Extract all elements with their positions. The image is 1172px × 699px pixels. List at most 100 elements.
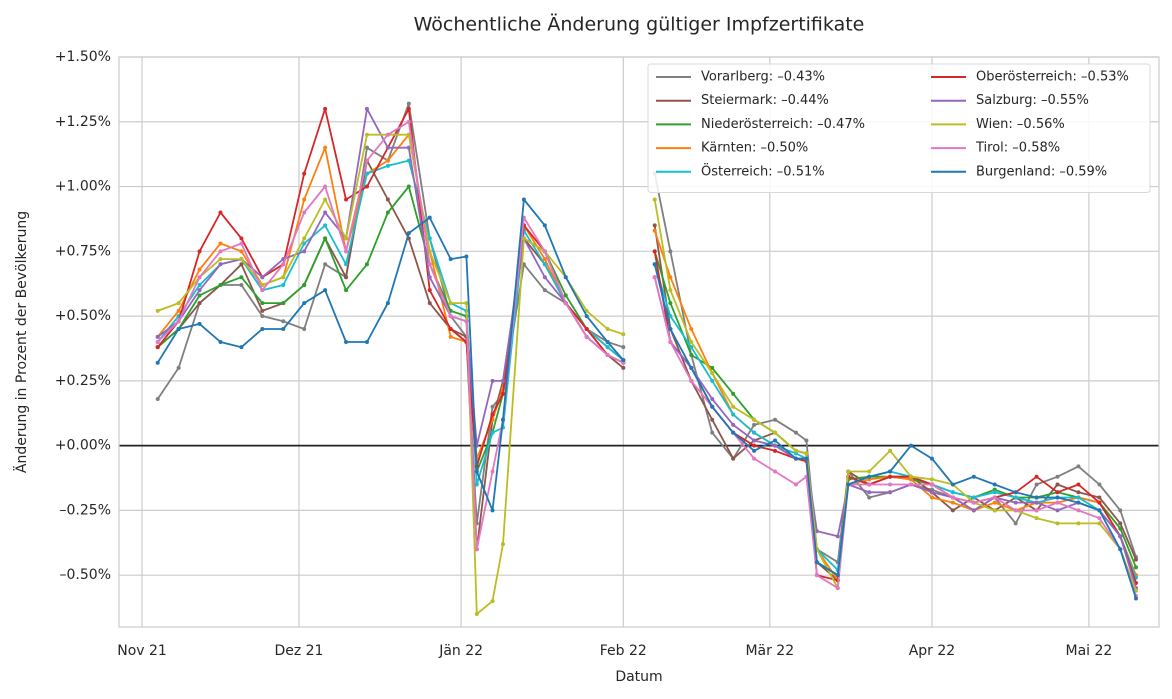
point <box>1076 464 1081 469</box>
point <box>731 456 736 461</box>
point <box>1118 521 1123 526</box>
point <box>689 340 694 344</box>
point <box>344 262 349 267</box>
point <box>281 319 286 324</box>
y-tick-label: +0.25% <box>55 373 111 389</box>
point <box>197 301 202 306</box>
point <box>1055 482 1060 487</box>
point <box>427 236 432 241</box>
point <box>344 197 349 202</box>
point <box>563 293 568 298</box>
point <box>406 184 411 189</box>
point <box>542 223 547 228</box>
legend-label: Niederösterreich: –0.47% <box>701 117 865 132</box>
point <box>406 145 411 150</box>
point <box>668 275 673 280</box>
point <box>197 275 202 280</box>
point <box>929 482 934 487</box>
point <box>929 456 934 461</box>
point <box>323 145 328 150</box>
point <box>689 378 694 383</box>
point <box>605 352 610 357</box>
point <box>773 430 778 435</box>
point <box>731 430 736 435</box>
x-axis-label: Datum <box>615 669 662 685</box>
point <box>710 404 715 409</box>
point <box>542 262 547 267</box>
point <box>752 448 757 453</box>
point <box>427 275 432 280</box>
point <box>1055 521 1060 526</box>
point <box>406 101 411 106</box>
point <box>846 482 851 487</box>
point <box>1076 495 1081 500</box>
point <box>302 249 307 254</box>
point <box>793 430 798 435</box>
legend-label: Tirol: –0.58% <box>975 141 1060 156</box>
point <box>1133 557 1138 562</box>
point <box>260 327 265 332</box>
point <box>752 456 757 461</box>
point <box>804 451 809 456</box>
point <box>464 301 469 306</box>
point <box>652 223 657 228</box>
point <box>793 456 798 461</box>
point <box>710 365 715 370</box>
point <box>621 365 626 370</box>
point <box>584 327 589 332</box>
y-tick-label: +1.00% <box>55 179 111 195</box>
point <box>1133 565 1138 570</box>
point <box>773 448 778 453</box>
point <box>909 443 914 448</box>
point <box>846 469 851 474</box>
point <box>500 542 505 547</box>
point <box>1034 500 1039 505</box>
point <box>752 443 757 448</box>
point <box>1076 482 1081 487</box>
point <box>668 301 673 306</box>
point <box>490 508 495 513</box>
point <box>621 358 626 363</box>
point <box>1118 534 1123 539</box>
point <box>302 197 307 202</box>
point <box>971 474 976 479</box>
point <box>752 417 757 422</box>
point <box>804 456 809 461</box>
point <box>302 241 307 246</box>
legend-label: Österreich: –0.51% <box>701 162 825 179</box>
legend-label: Burgenland: –0.59% <box>976 164 1107 179</box>
point <box>155 360 160 365</box>
point <box>652 197 657 202</box>
point <box>1055 474 1060 479</box>
point <box>239 236 244 241</box>
point <box>605 340 610 344</box>
point <box>490 599 495 604</box>
point <box>176 301 181 306</box>
point <box>239 275 244 280</box>
point <box>260 288 265 293</box>
point <box>260 314 265 319</box>
point <box>1097 482 1102 487</box>
legend: Vorarlberg: –0.43% Steiermark: –0.44% Nied… <box>647 63 1151 193</box>
point <box>176 327 181 332</box>
point <box>1076 500 1081 505</box>
point <box>302 301 307 306</box>
point <box>474 469 479 474</box>
point <box>888 474 893 479</box>
point <box>668 288 673 293</box>
y-tick-label: +0.50% <box>55 308 111 324</box>
point <box>155 397 160 401</box>
point <box>835 586 840 591</box>
point <box>1055 508 1060 513</box>
point <box>490 430 495 435</box>
point <box>971 495 976 500</box>
point <box>950 508 955 513</box>
point <box>176 365 181 370</box>
point <box>584 314 589 319</box>
point <box>323 184 328 189</box>
point <box>689 345 694 350</box>
point <box>302 210 307 215</box>
point <box>364 262 369 267</box>
point <box>773 438 778 443</box>
